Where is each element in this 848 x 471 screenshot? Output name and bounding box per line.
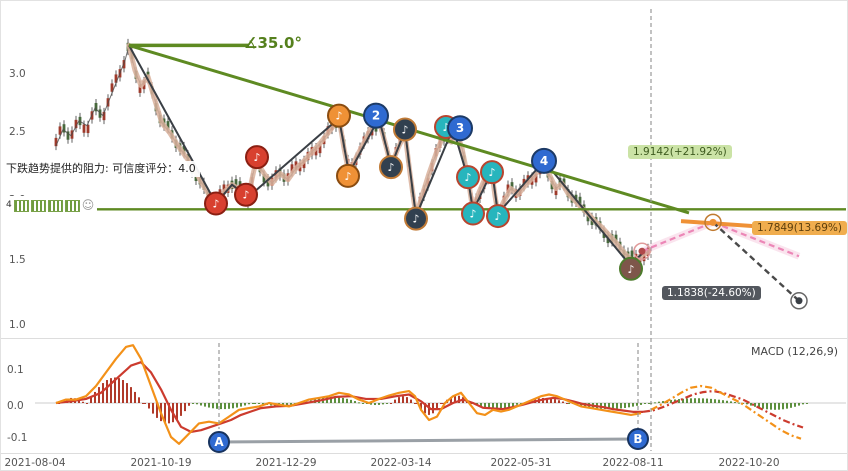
svg-text:A: A	[214, 435, 224, 449]
signal-note-marker[interactable]: ♪	[379, 155, 403, 180]
evidence-count-label: 4	[6, 199, 12, 210]
svg-text:B: B	[633, 432, 642, 446]
macd-lines	[55, 344, 804, 445]
svg-text:2021-12-29: 2021-12-29	[255, 457, 316, 469]
svg-text:2022-05-31: 2022-05-31	[490, 457, 551, 469]
svg-text:2022-08-11: 2022-08-11	[602, 457, 663, 469]
signal-note-marker[interactable]: ♪	[204, 191, 228, 216]
wave-number-marker[interactable]: 4	[531, 147, 557, 174]
signal-note-marker[interactable]: ♪	[234, 182, 258, 207]
svg-text:♪: ♪	[442, 121, 449, 134]
signal-note-marker[interactable]: ♪	[456, 165, 480, 190]
svg-text:♪: ♪	[469, 208, 476, 221]
svg-text:♪: ♪	[212, 198, 219, 211]
pattern-thumbnail-icon[interactable]	[47, 199, 63, 212]
signal-note-marker[interactable]: ♪	[245, 145, 269, 170]
signal-note-marker[interactable]: ♪	[619, 256, 643, 281]
crosshair-lines	[218, 9, 652, 451]
price-target-badge-mid: 1.7849(13.69%)	[752, 221, 847, 235]
svg-text:♪: ♪	[344, 170, 351, 183]
svg-text:♪: ♪	[242, 189, 249, 202]
trend-angle-label: ∡35.0°	[244, 34, 302, 52]
svg-text:-0.1: -0.1	[7, 432, 28, 444]
svg-text:2.5: 2.5	[9, 126, 26, 138]
smiley-icon: ☺	[81, 198, 95, 212]
svg-text:♪: ♪	[387, 161, 394, 174]
pattern-thumbnail-icon[interactable]	[13, 199, 29, 212]
svg-text:♪: ♪	[494, 210, 501, 223]
svg-text:♪: ♪	[253, 151, 260, 164]
svg-text:0.1: 0.1	[7, 364, 24, 376]
axis-labels: 3.02.52.01.51.00.10.0-0.12021-08-042021-…	[4, 68, 779, 469]
svg-text:1.0: 1.0	[9, 319, 26, 331]
svg-text:2022-03-14: 2022-03-14	[370, 457, 431, 469]
panel-separators	[1, 338, 847, 454]
projection-lines	[633, 213, 847, 310]
trend-resistance-label: 下跌趋势提供的阻力: 可信度评分：4.0	[2, 161, 200, 177]
svg-text:0.0: 0.0	[7, 400, 24, 412]
price-target-badge-up: 1.9142(+21.92%)	[628, 145, 732, 159]
signal-note-marker[interactable]: ♪	[336, 163, 360, 188]
svg-text:1.5: 1.5	[9, 254, 26, 266]
pattern-thumbnail-icon[interactable]	[64, 199, 80, 212]
pattern-thumbnail-icon[interactable]	[30, 199, 46, 212]
svg-text:2021-10-19: 2021-10-19	[130, 457, 191, 469]
svg-text:4: 4	[540, 154, 548, 168]
signal-note-marker[interactable]: ♪	[480, 160, 504, 185]
signal-note-marker[interactable]: ♪	[393, 117, 417, 142]
svg-text:♪: ♪	[464, 171, 471, 184]
svg-text:♪: ♪	[488, 166, 495, 179]
svg-text:2022-10-20: 2022-10-20	[718, 457, 779, 469]
evidence-thumbnails[interactable]: 4 ☺	[3, 196, 98, 215]
svg-text:♪: ♪	[401, 123, 408, 136]
svg-text:♪: ♪	[627, 263, 634, 276]
signal-note-marker[interactable]: ♪	[486, 204, 510, 229]
macd-histogram	[58, 377, 808, 424]
signal-note-marker[interactable]: ♪	[327, 103, 351, 128]
signal-note-marker[interactable]: ♪	[461, 201, 485, 226]
svg-text:3: 3	[456, 121, 464, 135]
svg-text:2021-08-04: 2021-08-04	[4, 457, 65, 469]
svg-text:♪: ♪	[335, 110, 342, 123]
svg-text:2: 2	[372, 109, 380, 123]
wave-number-marker[interactable]: 2	[363, 102, 389, 129]
zigzag-fit-line	[128, 44, 643, 267]
wave-number-marker[interactable]: 3	[447, 115, 473, 142]
macd-params-label: MACD (12,26,9)	[751, 345, 839, 358]
svg-text:3.0: 3.0	[9, 68, 26, 80]
signal-note-marker[interactable]: ♪	[404, 206, 428, 231]
svg-text:♪: ♪	[412, 213, 419, 226]
price-target-badge-down: 1.1838(-24.60%)	[662, 286, 761, 300]
